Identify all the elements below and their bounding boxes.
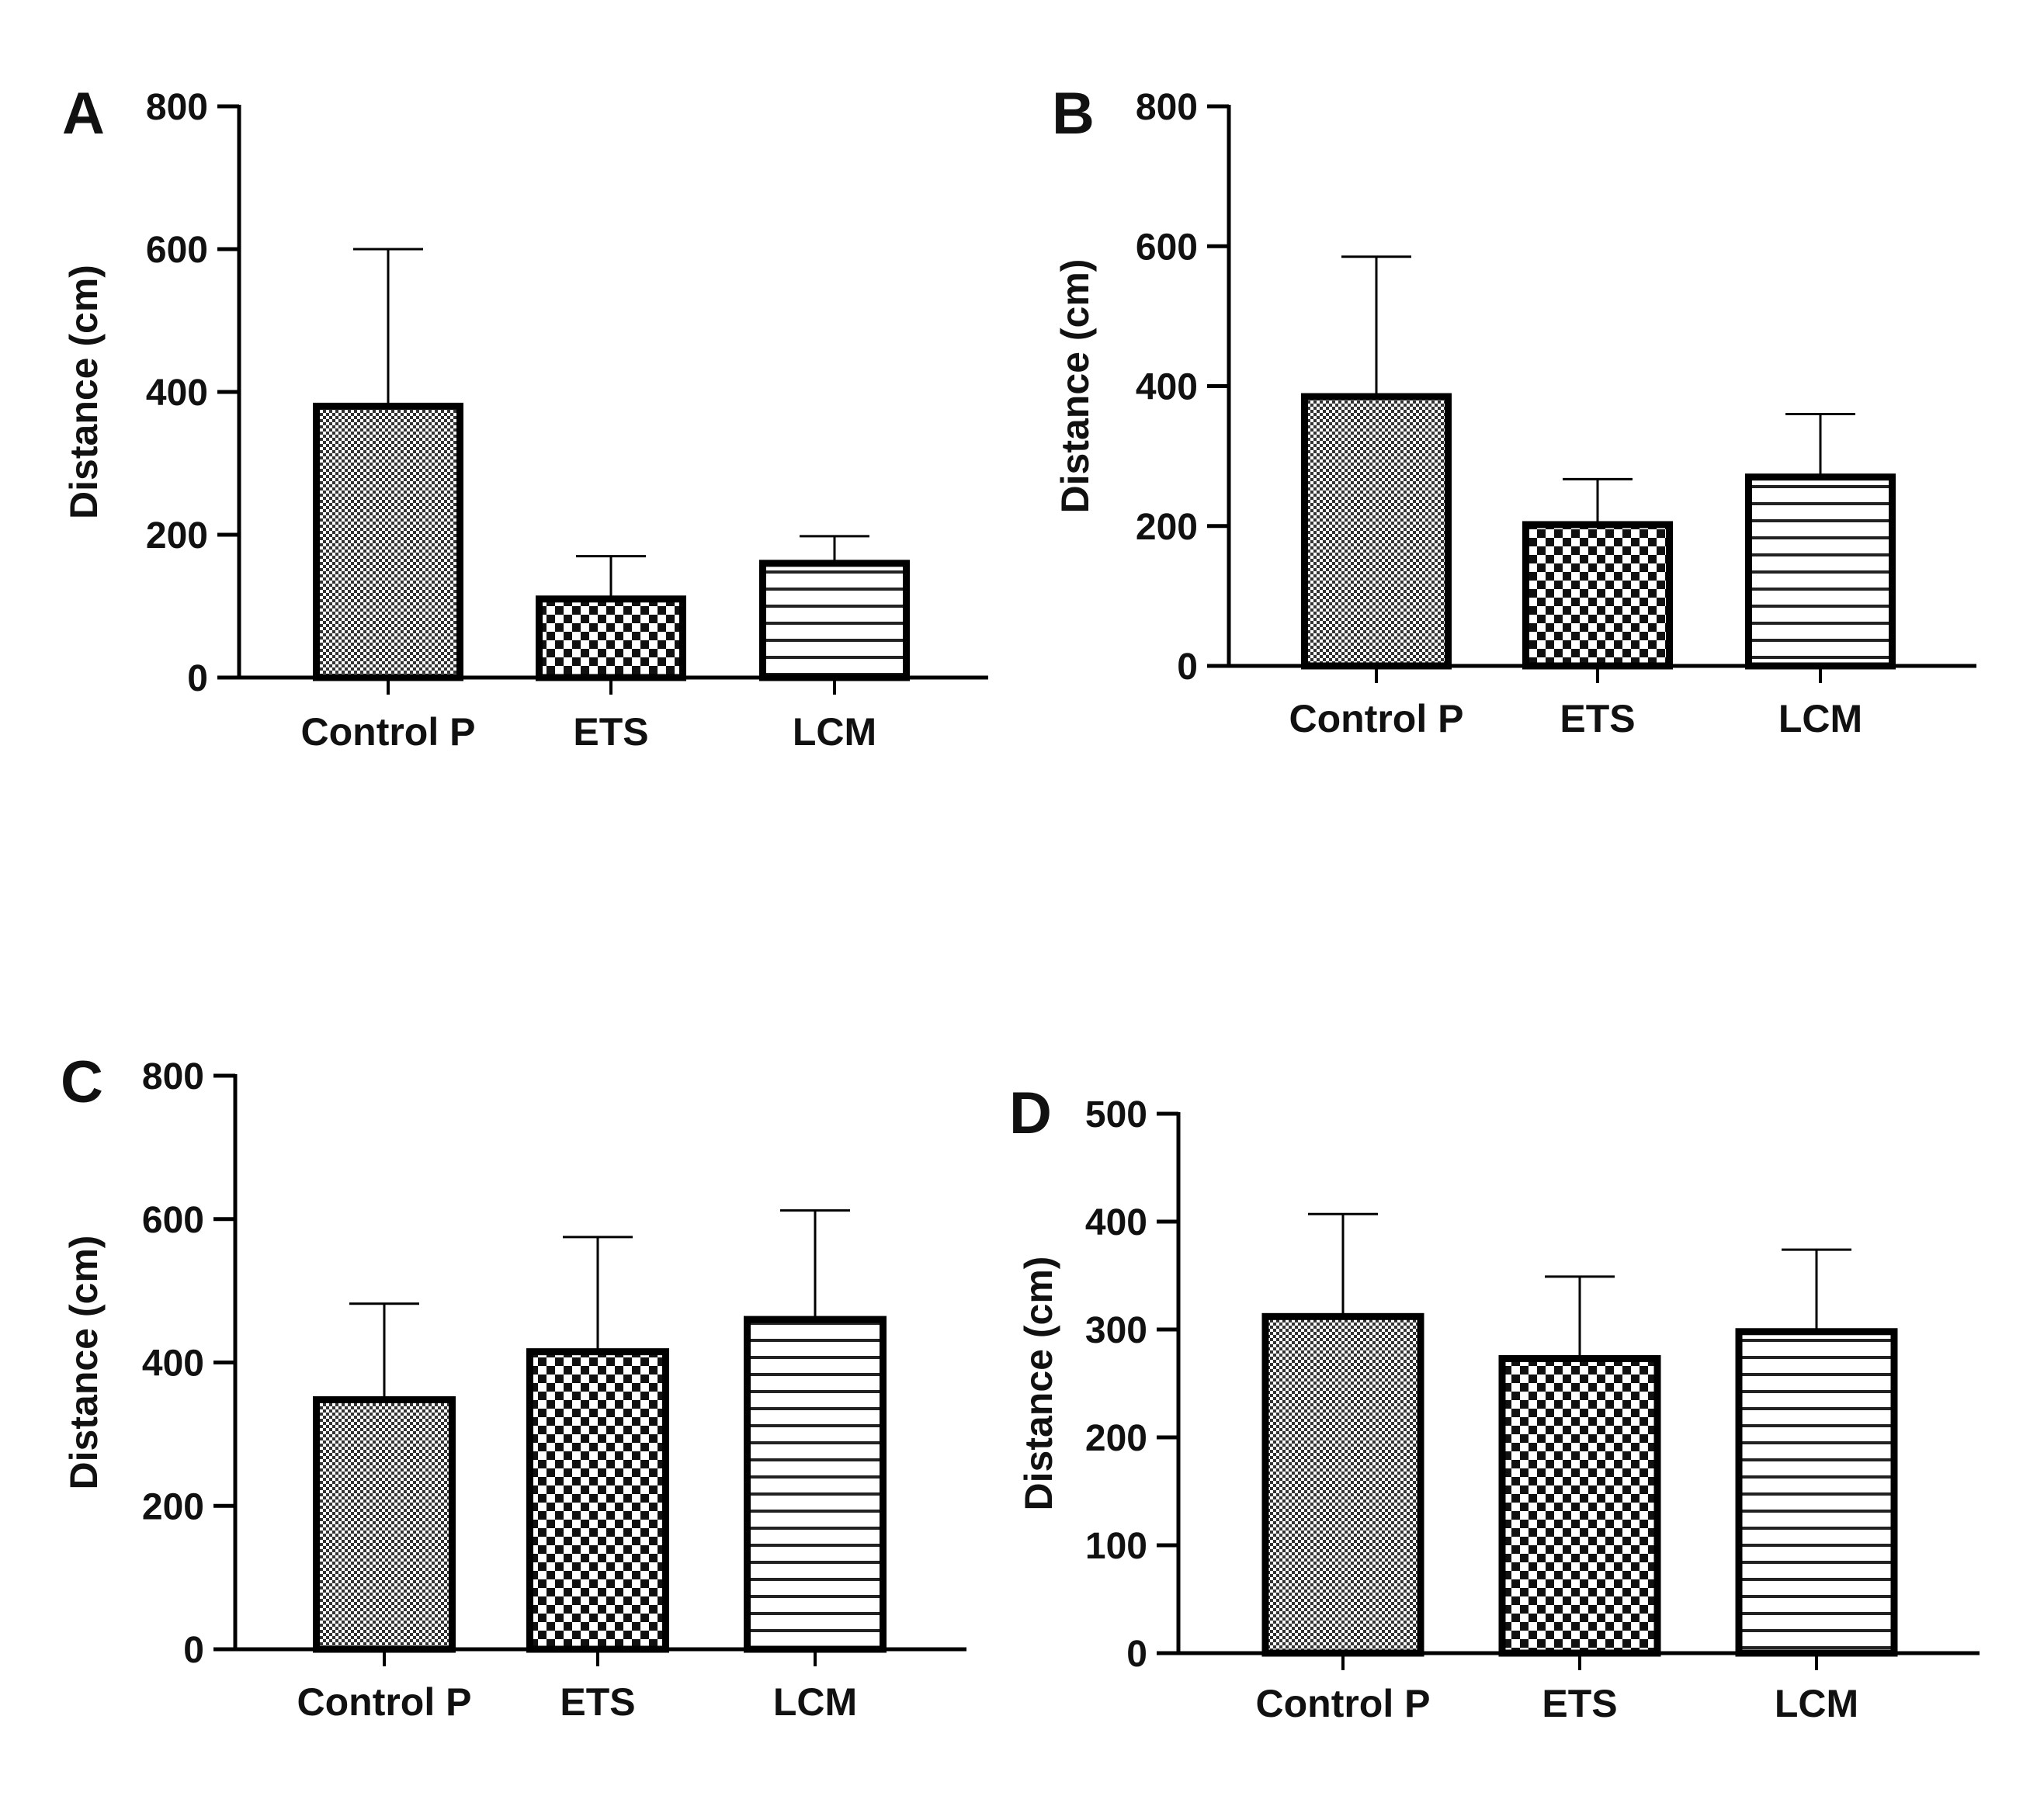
category-label: Control P [1289,697,1464,740]
y-tick-label: 200 [146,515,208,556]
panel-letter: A [62,81,105,147]
bar-lcm [1735,1328,1898,1657]
y-tick-label: 100 [1085,1526,1147,1567]
y-tick-label: 200 [1085,1418,1147,1459]
category-label: Control P [1256,1682,1431,1725]
bar-lcm [744,1316,887,1653]
y-tick-label: 800 [1136,87,1198,128]
panel-letter: C [61,1049,103,1115]
y-tick-label: 0 [183,1630,204,1671]
bar-lcm [759,560,910,681]
category-label: ETS [1560,697,1635,740]
y-tick-label: 400 [142,1343,204,1385]
chart-panel-c: C Distance (cm) Control P ETS LCM 0 200 400 600 8… [61,1049,966,1724]
category-label: LCM [1775,1682,1858,1725]
y-tick-label: 300 [1085,1310,1147,1351]
y-tick-label: 400 [146,373,208,414]
panel-letter: B [1052,81,1095,147]
category-label: LCM [773,1680,857,1724]
bar-control-p [313,1396,456,1653]
y-axis-label: Distance (cm) [1017,1257,1060,1511]
panel-letter: D [1009,1080,1052,1146]
y-tick-label: 200 [142,1486,204,1527]
chart-panel-d: D Distance (cm) Control P ETS LCM 0 100 200 300 4… [1009,1080,1980,1725]
y-tick-label: 0 [1177,647,1198,688]
y-tick-label: 600 [1136,227,1198,268]
category-label: LCM [793,710,876,754]
y-tick-label: 800 [142,1056,204,1097]
y-tick-label: 400 [1136,367,1198,408]
y-tick-label: 600 [146,230,208,271]
y-tick-label: 600 [142,1200,204,1241]
chart-panel-b: B Distance (cm) Control P ETS LCM 0 200 400 600 8… [1052,81,1976,740]
bar-ets [1522,521,1673,670]
chart-panel-a: A Distance (cm) Control P ETS LCM 0 200 400 600 8… [62,81,988,754]
bar-ets [536,595,686,681]
y-axis-label: Distance (cm) [62,265,106,519]
y-axis-label: Distance (cm) [1053,259,1097,514]
category-label: ETS [1542,1682,1617,1725]
y-tick-label: 800 [146,87,208,128]
y-tick-label: 0 [187,658,208,699]
y-axis-label: Distance (cm) [62,1236,106,1490]
category-label: LCM [1778,697,1862,740]
category-label: Control P [301,710,476,754]
bar-ets [1498,1355,1661,1657]
category-label: ETS [560,1680,635,1724]
bar-ets [526,1348,669,1653]
bar-control-p [313,402,463,681]
bar-control-p [1301,393,1452,670]
y-tick-label: 500 [1085,1094,1147,1135]
y-tick-label: 200 [1136,507,1198,548]
bar-control-p [1261,1312,1424,1657]
bar-lcm [1745,473,1896,670]
category-label: ETS [573,710,648,754]
y-tick-label: 400 [1085,1202,1147,1243]
category-label: Control P [297,1680,472,1724]
y-tick-label: 0 [1126,1634,1147,1675]
